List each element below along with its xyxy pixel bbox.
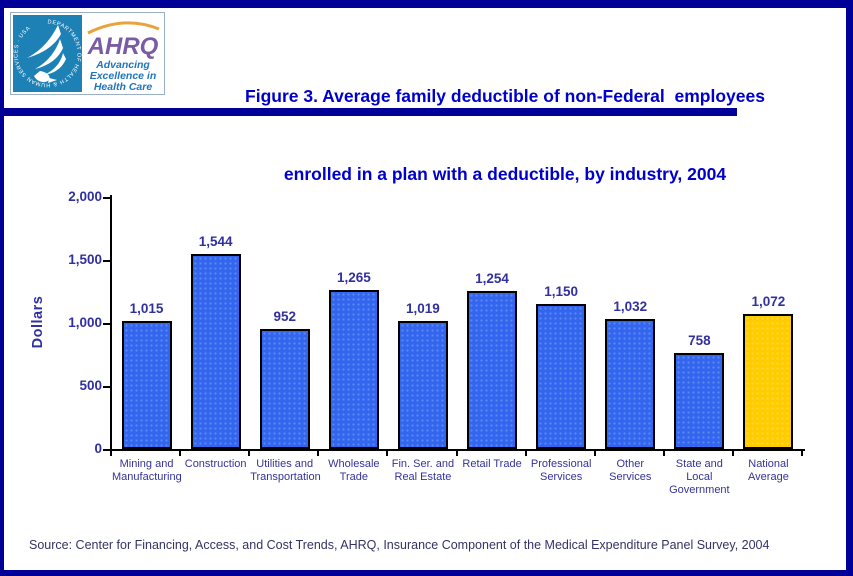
ahrq-tagline-line3: Health Care (94, 81, 153, 93)
bar (743, 313, 794, 449)
y-tick-label: 0 (94, 441, 102, 456)
y-axis-tick (103, 449, 110, 451)
category-label: Professional Services (527, 458, 596, 484)
y-axis-tick (103, 386, 110, 388)
bar (121, 321, 172, 449)
y-tick-label: 1,000 (68, 315, 102, 330)
x-axis-tick (386, 451, 389, 456)
bar-value-label: 1,019 (406, 300, 440, 316)
category-label: Retail Trade (458, 458, 527, 471)
category-label-line: Local (686, 471, 713, 483)
bar (605, 318, 656, 449)
category-label-line: Mining and (119, 458, 174, 470)
category-label: National Average (734, 458, 803, 484)
category-label-line: National (748, 458, 789, 470)
bar (397, 320, 448, 449)
category-label-line: Trade (339, 471, 368, 483)
category-label-line: Average (748, 471, 789, 483)
x-axis-tick (317, 451, 320, 456)
figure-title-line2: enrolled in a plan with a deductible, by… (283, 164, 727, 184)
hhs-ahrq-logo: DEPARTMENT OF HEALTH & HUMAN SERVICES · … (10, 12, 165, 95)
source-note: Source: Center for Financing, Access, an… (29, 538, 770, 552)
bar-value-label: 952 (273, 309, 297, 325)
category-label: Utilities and Transportation (250, 458, 321, 484)
x-axis-tick (801, 451, 803, 456)
category-label: Wholesale Trade (319, 458, 388, 484)
y-tick-label: 2,000 (68, 189, 102, 204)
bar-value-label: 1,150 (544, 284, 579, 300)
bar (674, 353, 725, 449)
y-axis-tick (103, 260, 110, 262)
hhs-ahrq-logo-graphic: DEPARTMENT OF HEALTH & HUMAN SERVICES · … (10, 12, 165, 95)
x-axis-tick (593, 451, 596, 456)
category-label-line: Real Estate (394, 471, 452, 483)
x-axis-tick (110, 451, 112, 456)
bar (259, 329, 310, 449)
figure-title: Figure 3. Average family deductible of n… (175, 31, 835, 239)
header-divider-bar (4, 108, 737, 116)
category-label: Construction (181, 458, 250, 471)
x-axis-tick (248, 451, 251, 456)
bar-value-label: 1,015 (129, 301, 164, 317)
x-axis-tick (455, 451, 458, 456)
category-label-line: Fin. Ser. and (391, 458, 455, 470)
category-label-line: Retail Trade (462, 458, 522, 470)
ahrq-arc (87, 21, 160, 35)
category-label-line: State and (675, 458, 723, 470)
x-axis-line (110, 449, 805, 451)
ahrq-acronym: AHRQ (87, 33, 159, 60)
category-label-line: Utilities and (256, 458, 314, 470)
y-tick-label: 1,500 (68, 252, 102, 267)
category-label-line: Government (669, 484, 730, 496)
category-label-line: Construction (184, 458, 247, 470)
x-axis-tick (662, 451, 665, 456)
y-axis-tick (103, 323, 110, 325)
x-axis-tick (524, 451, 527, 456)
bar (328, 289, 379, 449)
bar-value-label: 1,072 (751, 293, 786, 309)
y-axis-line (110, 195, 112, 451)
bar (467, 290, 518, 449)
ahrq-tagline-line2: Excellence in (90, 70, 157, 82)
x-axis-tick (179, 451, 182, 456)
category-label-line: Other Services (609, 458, 652, 483)
y-tick-label: 500 (79, 378, 102, 393)
x-axis-tick (731, 451, 734, 456)
ahrq-tagline-line1: Advancing (95, 59, 150, 71)
category-label: Mining and Manufacturing (112, 458, 182, 484)
category-label-line: Services (540, 471, 583, 483)
category-label: Fin. Ser. and Real Estate (388, 458, 457, 484)
bar-value-label: 1,265 (336, 269, 371, 285)
category-label: Other Services (596, 458, 665, 484)
category-label-line: Transportation (250, 471, 321, 483)
category-label-line: Manufacturing (112, 471, 182, 483)
category-label-line: Professional (530, 458, 592, 470)
hhs-eagle-icon (27, 25, 66, 83)
figure-title-line1: Figure 3. Average family deductible of n… (245, 86, 765, 106)
bar-value-label: 1,032 (613, 298, 648, 314)
bar-value-label: 1,544 (198, 234, 233, 250)
bar (536, 304, 587, 449)
category-label: State and Local Government (665, 458, 734, 497)
bar (190, 254, 241, 449)
y-axis-tick (103, 197, 110, 199)
bar-value-label: 758 (688, 333, 711, 349)
category-label-line: Wholesale (328, 458, 380, 470)
bar-value-label: 1,254 (475, 270, 509, 286)
